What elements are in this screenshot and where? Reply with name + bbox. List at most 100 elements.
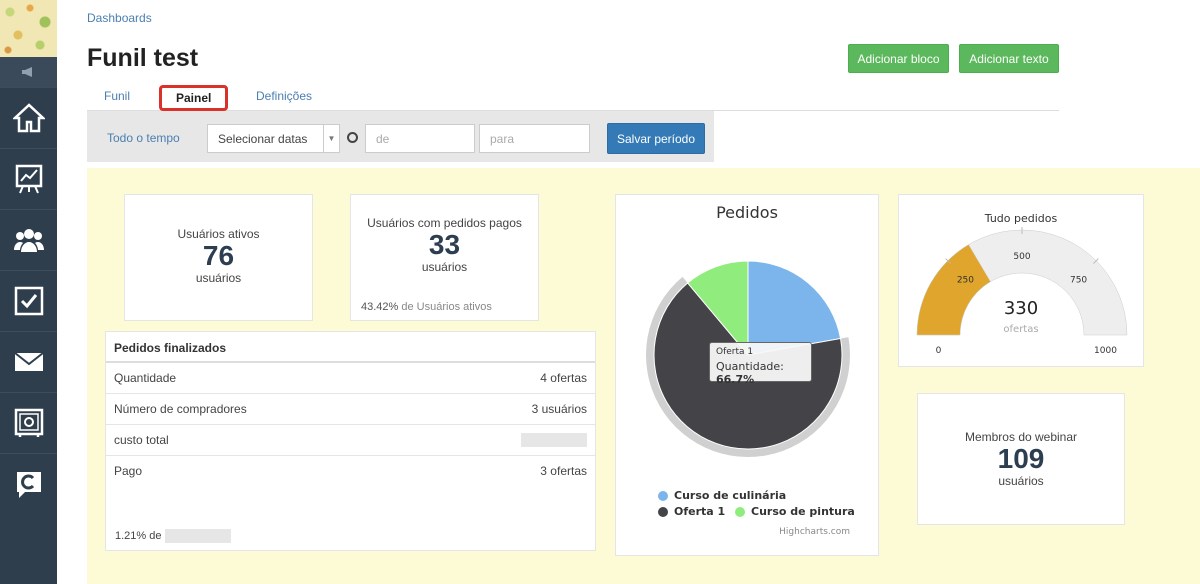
gauge-tick-label: 1000: [1094, 346, 1117, 356]
gauge-tick-label: 250: [957, 275, 974, 285]
gauge-chart: 0 250 500 750 1000: [916, 227, 1128, 356]
sidebar-item-safe[interactable]: [0, 392, 57, 453]
paid-users-footer-text: de Usuários ativos: [401, 301, 492, 313]
webinar-members-widget[interactable]: Membros do webinar 109 usuários: [917, 393, 1125, 525]
orders-pie-widget[interactable]: Pedidos Oferta 1 Quantidade: 66.7% Curso…: [615, 194, 879, 556]
legend-dot: [735, 506, 745, 517]
gauge-tick-label: 0: [936, 346, 942, 356]
date-filter-bar: Todo o tempo Selecionar datas ▼ de para …: [87, 111, 714, 162]
add-block-button[interactable]: Adicionar bloco: [848, 44, 949, 73]
paid-users-pct: 43.42%: [361, 301, 399, 313]
paid-users-value: 33: [428, 229, 461, 260]
legend-item-culinaria[interactable]: Curso de culinária: [658, 489, 786, 502]
page-title: Funil test: [87, 44, 199, 72]
envelope-icon: [13, 352, 44, 371]
save-period-button[interactable]: Salvar período: [607, 123, 705, 154]
all-time-link[interactable]: Todo o tempo: [107, 131, 180, 145]
tab-bar: Funil Painel Definições: [87, 85, 1059, 111]
gauge-tick: [1093, 258, 1099, 264]
dashboard-canvas: Usuários ativos 76 usuários Usuários com…: [87, 168, 1200, 584]
brand-logo[interactable]: [0, 0, 57, 57]
tooltip-label: Quantidade:: [716, 360, 784, 373]
paid-users-footer: 43.42% de Usuários ativos: [361, 301, 492, 313]
sidebar-item-chat[interactable]: [0, 453, 57, 514]
webinar-label: Membros do webinar: [964, 430, 1078, 444]
date-range-select-value: Selecionar datas: [218, 132, 308, 146]
clock-icon: [347, 132, 358, 143]
table-row: Pago 3 ofertas: [106, 456, 595, 496]
date-to-input[interactable]: para: [479, 124, 590, 153]
orders-table-footer: 1.21% de: [115, 529, 232, 543]
paid-users-unit: usuários: [421, 260, 468, 274]
active-users-unit: usuários: [195, 271, 242, 285]
active-users-value: 76: [202, 240, 235, 271]
active-users-label: Usuários ativos: [177, 227, 260, 241]
orders-table-widget[interactable]: Pedidos finalizados Quantidade 4 ofertas…: [105, 331, 596, 551]
legend-dot: [658, 506, 668, 517]
safe-icon: [14, 408, 43, 437]
date-from-placeholder: de: [376, 132, 390, 146]
megaphone-icon[interactable]: [0, 57, 57, 87]
breadcrumb[interactable]: Dashboards: [87, 11, 152, 25]
legend-label: Curso de culinária: [674, 489, 787, 502]
tab-painel[interactable]: Painel: [159, 85, 229, 111]
paid-users-widget[interactable]: Usuários com pedidos pagos 33 usuários 4…: [350, 194, 539, 321]
gauge-tick-label: 750: [1070, 275, 1087, 285]
row-label: custo total: [114, 433, 169, 447]
sidebar-item-tasks[interactable]: [0, 270, 57, 331]
gauge-title: Tudo pedidos: [984, 212, 1058, 225]
active-users-widget[interactable]: Usuários ativos 76 usuários: [124, 194, 313, 321]
orders-table-title: Pedidos finalizados: [106, 332, 595, 363]
users-icon: [13, 229, 44, 252]
orders-gauge-widget[interactable]: Tudo pedidos 0 250 500 750 1000 330 ofertas: [898, 194, 1144, 367]
checkbox-icon: [14, 286, 43, 316]
sidebar-item-users[interactable]: [0, 209, 57, 270]
pie-slice-0[interactable]: [747, 260, 842, 356]
table-row: custo total: [106, 425, 595, 456]
chat-c-icon: [16, 472, 41, 498]
gauge-unit: ofertas: [1003, 324, 1039, 335]
row-value: 4 ofertas: [540, 371, 587, 385]
gauge-value: 330: [1003, 298, 1039, 319]
sidebar-item-mail[interactable]: [0, 331, 57, 392]
legend-label: Oferta 1: [674, 505, 726, 518]
tooltip-value: Quantidade: 66.7%: [716, 360, 805, 386]
add-text-button[interactable]: Adicionar texto: [959, 44, 1059, 73]
tab-definicoes[interactable]: Definições: [256, 89, 313, 103]
gauge-fill: [916, 244, 991, 336]
pie-chart-title: Pedidos: [716, 203, 778, 222]
webinar-value: 109: [997, 443, 1045, 474]
row-label: Quantidade: [114, 371, 177, 385]
sidebar-item-home[interactable]: [0, 87, 57, 148]
row-label: Pago: [114, 464, 143, 478]
sidebar: [0, 0, 57, 584]
legend-label: Curso de pintura: [751, 505, 855, 518]
caret-down-icon: ▼: [323, 125, 339, 152]
date-from-input[interactable]: de: [365, 124, 475, 153]
orders-footer-pct: 1.21% de: [115, 530, 162, 542]
gauge-tick-label: 500: [1013, 252, 1030, 262]
legend-dot: [658, 490, 668, 501]
paid-users-label: Usuários com pedidos pagos: [367, 216, 522, 230]
tab-funil[interactable]: Funil: [104, 89, 131, 103]
row-value: 3 ofertas: [540, 464, 587, 478]
table-row: Número de compradores 3 usuários: [106, 394, 595, 425]
redacted-value: [165, 529, 232, 543]
tooltip-title: Oferta 1: [716, 347, 754, 357]
highcharts-credits[interactable]: Highcharts.com: [779, 527, 850, 537]
pie-slice-2[interactable]: [686, 260, 749, 357]
legend-item-oferta[interactable]: Oferta 1: [658, 505, 725, 518]
gauge-tick: [945, 258, 951, 264]
chart-board-icon: [15, 164, 42, 194]
legend-item-pintura[interactable]: Curso de pintura: [735, 505, 855, 518]
home-icon: [12, 103, 45, 133]
webinar-unit: usuários: [998, 474, 1044, 488]
date-to-placeholder: para: [490, 132, 515, 146]
row-label: Número de compradores: [114, 402, 247, 416]
date-range-select[interactable]: Selecionar datas ▼: [207, 124, 340, 153]
sidebar-item-analytics[interactable]: [0, 148, 57, 209]
row-value: 3 usuários: [531, 402, 587, 416]
pie-tooltip: Oferta 1 Quantidade: 66.7%: [709, 342, 812, 386]
pie-chart: [646, 260, 850, 457]
redacted-value: [521, 433, 587, 447]
